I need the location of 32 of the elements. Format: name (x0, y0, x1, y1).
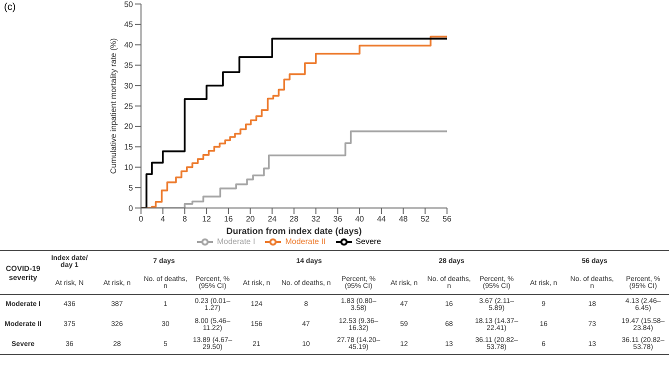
y-tick-label: 0 (128, 204, 134, 213)
x-tick-label: 44 (376, 214, 386, 224)
y-axis-title: Cumulative inpatient mortality rate (%) (108, 38, 118, 174)
y-tick-label: 50 (124, 0, 134, 9)
x-tick-label: 20 (246, 214, 256, 224)
x-tick-label: 36 (333, 214, 343, 224)
legend-label: Moderate I (216, 237, 256, 246)
x-tick-label: 32 (311, 214, 321, 224)
x-tick-label: 4 (160, 214, 166, 224)
x-axis-title: Duration from index date (days) (226, 226, 362, 236)
text: (c) (4, 2, 16, 13)
legend-label: Severe (356, 237, 382, 246)
y-tick-label: 40 (124, 40, 134, 50)
x-tick-label: 52 (420, 214, 430, 224)
x-tick-label: 40 (355, 214, 365, 224)
x-tick-label: 48 (398, 214, 408, 224)
y-tick-label: 25 (124, 102, 134, 111)
x-tick-label: 12 (202, 214, 212, 224)
x-tick-label: 28 (290, 214, 299, 224)
x-tick-label: 56 (442, 214, 452, 224)
x-tick-label: 24 (268, 214, 278, 224)
y-tick-label: 20 (124, 122, 134, 132)
y-tick-label: 15 (124, 142, 134, 152)
legend-label: Moderate II (285, 237, 326, 246)
y-tick-label: 10 (124, 163, 134, 172)
x-tick-label: 8 (182, 214, 188, 224)
y-tick-label: 35 (124, 61, 134, 70)
y-tick-label: 30 (124, 81, 134, 90)
x-tick-label: 0 (138, 214, 144, 224)
x-tick-label: 16 (224, 214, 234, 224)
y-tick-label: 5 (128, 183, 134, 192)
y-tick-label: 45 (124, 20, 134, 30)
